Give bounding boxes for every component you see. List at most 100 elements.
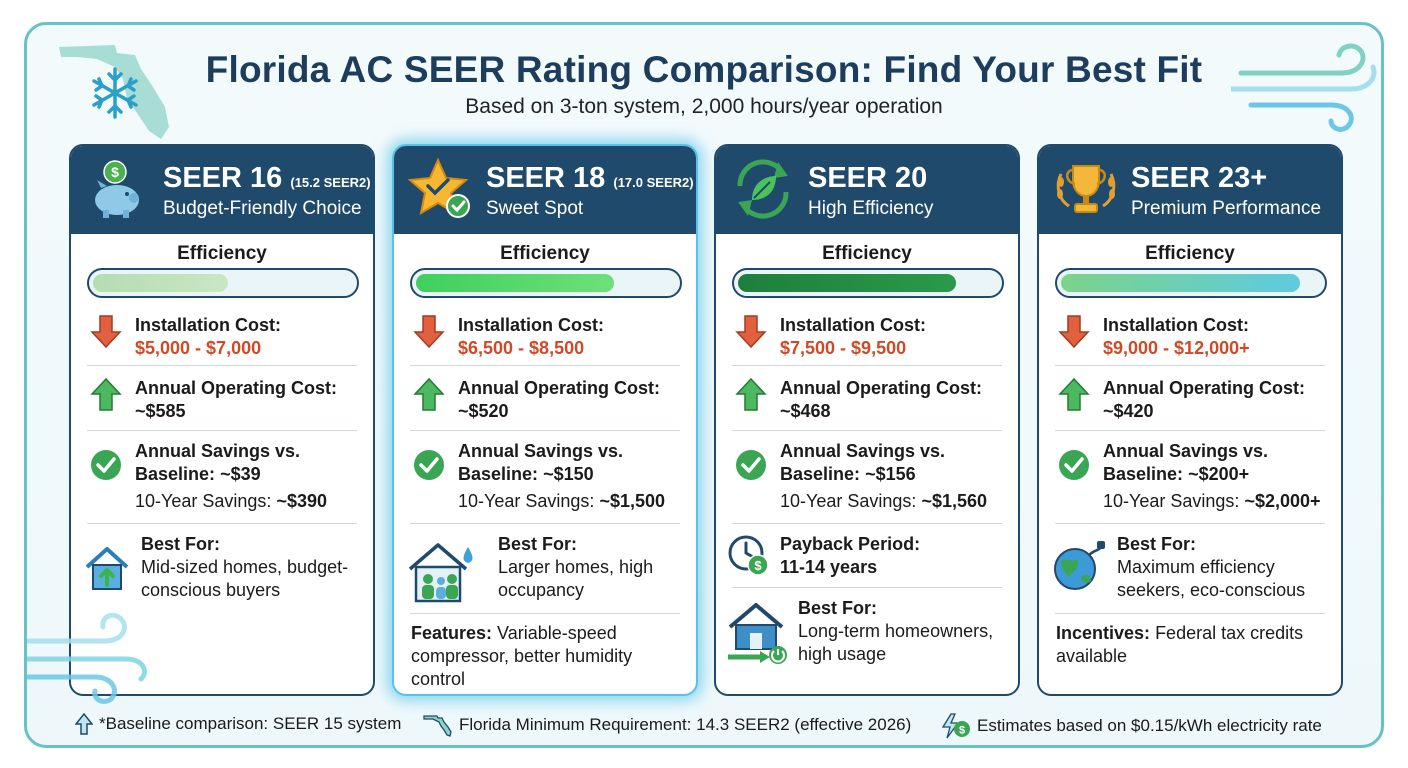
efficiency-meter	[732, 268, 1004, 298]
trophy-icon	[1056, 165, 1116, 213]
card-header: SEER 18 (17.0 SEER2) Sweet Spot	[394, 146, 696, 234]
ten-year-label: 10-Year Savings:	[780, 491, 917, 511]
features-label: Features:	[411, 623, 493, 643]
arrow-up-icon	[75, 713, 93, 735]
installation-cost-label: Installation Cost:	[780, 315, 927, 335]
ten-year-label: 10-Year Savings:	[1103, 491, 1240, 511]
check-circle-icon	[736, 450, 766, 480]
check-circle-icon	[1059, 450, 1089, 480]
check-circle-icon	[414, 450, 444, 480]
infographic-frame: Florida AC SEER Rating Comparison: Find …	[24, 22, 1384, 748]
savings-label: Annual Savings vs.	[780, 441, 946, 461]
piggy-bank-icon: $	[95, 160, 139, 218]
efficiency-meter	[1055, 268, 1327, 298]
best-for-text: Long-term homeowners, high usage	[798, 621, 994, 664]
footer-estimate-note: $ Estimates based on $0.15/kWh electrici…	[941, 713, 1322, 739]
arrow-down-icon	[413, 315, 445, 348]
globe-plug-icon	[1054, 541, 1105, 590]
operating-cost-value: ~$420	[1103, 401, 1154, 421]
installation-cost-label: Installation Cost:	[1103, 315, 1250, 335]
efficiency-meter-fill	[416, 274, 614, 292]
divider	[1055, 430, 1325, 431]
payback-label: Payback Period:	[780, 534, 921, 554]
savings-label: Annual Savings vs.	[135, 441, 301, 461]
efficiency-meter-fill	[93, 274, 229, 292]
efficiency-meter-fill	[738, 274, 957, 292]
best-for-label: Best For:	[798, 598, 878, 618]
baseline-label: Baseline:	[1103, 464, 1184, 484]
card-title: SEER 18 (17.0 SEER2)	[486, 162, 694, 194]
best-for-label: Best For:	[498, 534, 578, 554]
installation-cost-value: $6,500 - $8,500	[458, 338, 585, 358]
operating-cost-label: Annual Operating Cost:	[458, 378, 660, 398]
operating-cost-value: ~$585	[135, 401, 186, 421]
divider	[1055, 523, 1325, 524]
arrow-down-icon	[1058, 315, 1090, 348]
best-for-text: Larger homes, high occupancy	[498, 557, 654, 600]
arrow-up-icon	[413, 377, 445, 411]
best-for-label: Best For:	[141, 534, 221, 554]
card-tagline: Budget-Friendly Choice	[163, 198, 362, 219]
efficiency-meter	[87, 268, 359, 298]
card-seer-16: $ SEER 16 (15.2 SEER2) Budget-Friendly C…	[69, 144, 375, 696]
wind-icon	[27, 612, 147, 704]
payback-value: 11-14 years	[780, 557, 878, 577]
svg-text:$: $	[959, 725, 965, 737]
house-family-icon	[408, 543, 473, 603]
efficiency-label: Efficiency	[500, 243, 590, 264]
features-text: Variable-speed compressor, better humidi…	[411, 623, 633, 689]
divider	[410, 613, 680, 614]
arrow-down-icon	[90, 315, 122, 348]
arrow-down-icon	[735, 315, 767, 348]
operating-cost-value: ~$468	[780, 401, 831, 421]
baseline-label: Baseline:	[780, 464, 861, 484]
leaf-recycle-icon	[737, 159, 789, 219]
page-title: Florida AC SEER Rating Comparison: Find …	[205, 49, 1203, 90]
svg-text:$: $	[111, 164, 119, 180]
incentives-label: Incentives:	[1056, 623, 1151, 643]
page-subtitle: Based on 3-ton system, 2,000 hours/year …	[465, 95, 943, 118]
card-header: $ SEER 16 (15.2 SEER2) Budget-Friendly C…	[71, 146, 373, 234]
operating-cost-label: Annual Operating Cost:	[135, 378, 337, 398]
footer-minimum-note: Florida Minimum Requirement: 14.3 SEER2 …	[423, 713, 911, 737]
card-header: SEER 23+ Premium Performance	[1039, 146, 1341, 234]
best-for-label: Best For:	[1117, 534, 1197, 554]
annual-savings-value: ~$150	[543, 464, 594, 484]
ten-year-value: ~$1,560	[921, 491, 988, 511]
divider	[732, 365, 1002, 366]
divider	[732, 430, 1002, 431]
installation-cost-label: Installation Cost:	[135, 315, 282, 335]
card-header: SEER 20 High Efficiency	[716, 146, 1018, 234]
card-tagline: High Efficiency	[808, 198, 934, 219]
efficiency-label: Efficiency	[822, 243, 912, 264]
card-seer-18: SEER 18 (17.0 SEER2) Sweet Spot Efficien…	[392, 144, 698, 696]
best-for-text: Maximum efficiency seekers, eco-consciou…	[1117, 557, 1306, 600]
ten-year-label: 10-Year Savings:	[135, 491, 272, 511]
operating-cost-value: ~$520	[458, 401, 509, 421]
card-title: SEER 16 (15.2 SEER2)	[163, 162, 371, 194]
savings-label: Annual Savings vs.	[458, 441, 624, 461]
card-title: SEER 20	[808, 162, 928, 194]
divider	[1055, 365, 1325, 366]
ten-year-value: ~$390	[276, 491, 328, 511]
house-arrow-icon	[85, 547, 129, 590]
divider	[1055, 613, 1325, 614]
efficiency-meter-fill	[1061, 274, 1301, 292]
wind-icon	[1231, 43, 1377, 132]
ten-year-label: 10-Year Savings:	[458, 491, 595, 511]
clock-dollar-icon: $	[728, 535, 769, 576]
installation-cost-label: Installation Cost:	[458, 315, 605, 335]
arrow-up-icon	[735, 377, 767, 411]
annual-savings-value: ~$39	[220, 464, 261, 484]
ten-year-value: ~$1,500	[599, 491, 666, 511]
operating-cost-label: Annual Operating Cost:	[1103, 378, 1305, 398]
operating-cost-label: Annual Operating Cost:	[780, 378, 982, 398]
florida-snowflake-icon	[59, 45, 169, 139]
divider	[410, 365, 680, 366]
baseline-label: Baseline:	[458, 464, 539, 484]
check-circle-icon	[91, 450, 121, 480]
divider	[410, 430, 680, 431]
lightning-dollar-icon: $	[941, 713, 970, 739]
efficiency-label: Efficiency	[177, 243, 267, 264]
house-power-icon	[728, 603, 787, 664]
